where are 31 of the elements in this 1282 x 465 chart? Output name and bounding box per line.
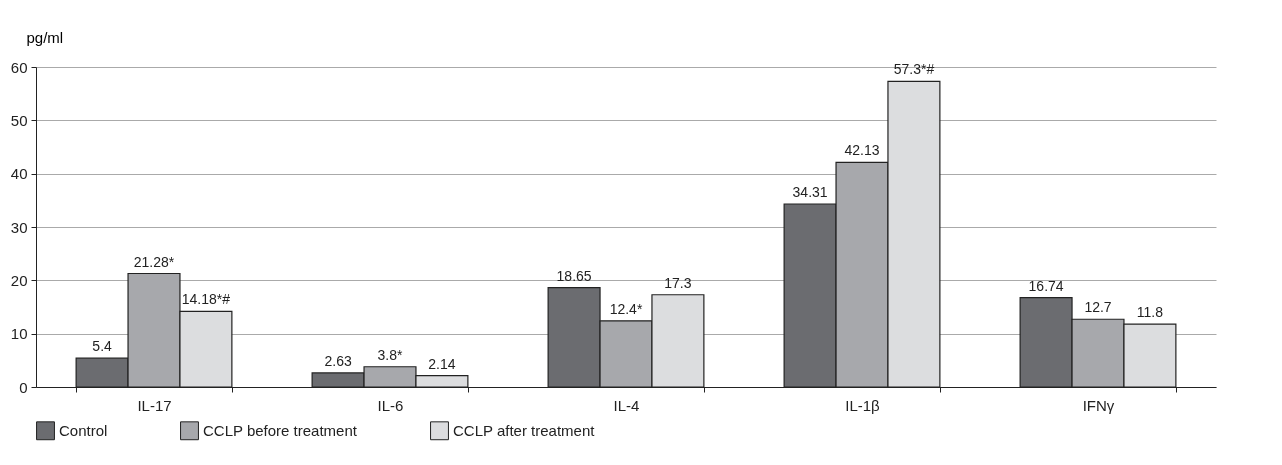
data-label: 42.13 [844, 142, 880, 159]
x-tick-label: IFNγ [1082, 396, 1115, 414]
y-tick-label: 20 [10, 271, 28, 289]
y-tick-label: 50 [10, 111, 28, 129]
data-label: 57.3*# [893, 61, 935, 78]
x-tick-label: IL-1β [845, 396, 881, 414]
legend-label: CCLP before treatment [203, 421, 358, 439]
y-axis-title: pg/ml [26, 28, 64, 46]
y-tick-label: 10 [10, 325, 28, 343]
data-label: 5.4 [92, 338, 113, 355]
legend-label: Control [59, 421, 108, 439]
data-label: 2.63 [324, 352, 352, 369]
x-tick-label: IL-17 [137, 396, 172, 414]
x-tick-label: IL-4 [613, 396, 640, 414]
data-label: 14.18*# [181, 291, 231, 308]
data-label: 18.65 [556, 267, 592, 284]
data-label: 11.8 [1136, 304, 1164, 321]
data-label: 21.28* [133, 253, 175, 270]
data-label: 16.74 [1028, 277, 1064, 294]
data-label: 34.31 [792, 184, 828, 201]
y-tick-label: 0 [19, 378, 28, 396]
data-label: 17.3 [664, 274, 692, 291]
y-tick-label: 30 [10, 218, 28, 236]
data-label: 12.7 [1084, 299, 1112, 316]
data-label: 12.4* [609, 300, 643, 317]
y-tick-label: 60 [10, 58, 28, 76]
y-tick-label: 40 [10, 165, 28, 183]
data-label: 3.8* [377, 346, 403, 363]
legend-label: CCLP after treatment [453, 421, 596, 439]
data-label: 2.14 [428, 355, 456, 372]
x-tick-label: IL-6 [377, 396, 404, 414]
